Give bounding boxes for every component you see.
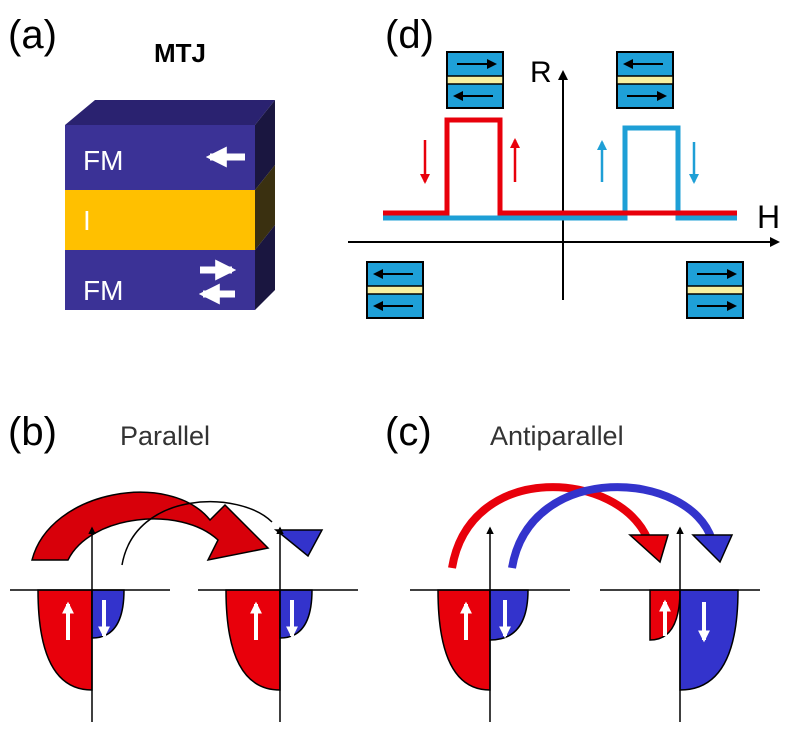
dos-parallel	[32, 492, 322, 690]
layer-label: I	[83, 205, 91, 236]
panel-label: (a)	[8, 13, 57, 57]
axis-label: R	[530, 56, 552, 89]
panel-title: Parallel	[120, 421, 210, 451]
dos-antiparallel	[438, 487, 738, 690]
axis-label: H	[757, 199, 780, 235]
layer-label: FM	[83, 145, 123, 176]
red-curve	[383, 120, 737, 213]
panel-label: (b)	[8, 410, 57, 454]
panel-label: (c)	[385, 410, 432, 454]
layer-label: FM	[83, 275, 123, 306]
panel-label: (d)	[385, 13, 434, 57]
blue-curve	[383, 128, 737, 218]
panel-title: Antiparallel	[490, 421, 624, 451]
figure: (a) MTJ FM I FM (d) R H (b) Parallel (c)…	[0, 0, 789, 733]
panel-title: MTJ	[154, 38, 206, 68]
